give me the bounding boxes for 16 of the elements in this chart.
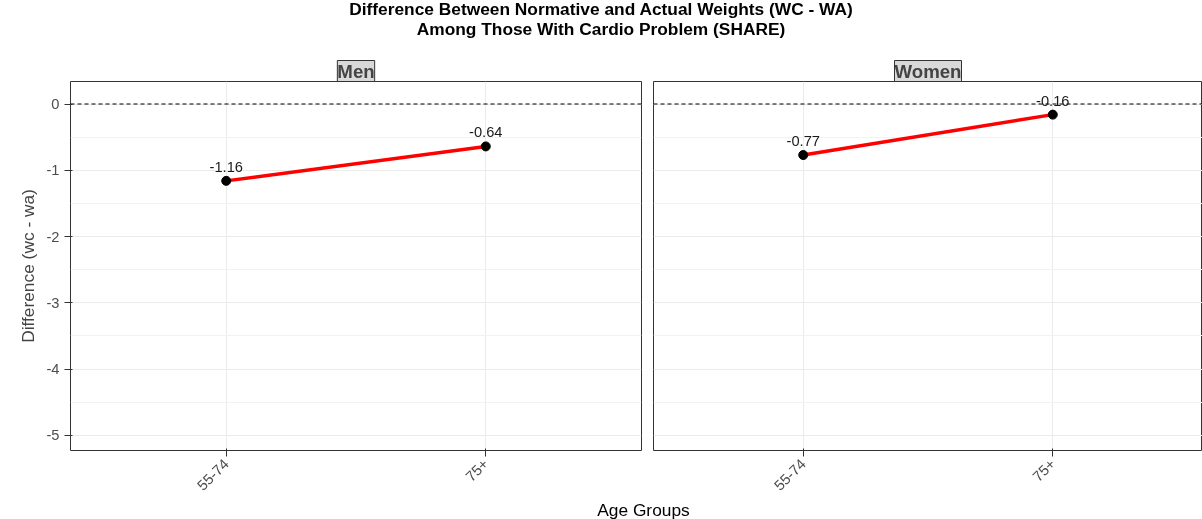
y-tick-label: -5 xyxy=(46,427,60,444)
chart-title: Difference Between Normative and Actual Weights (WC - WA) Among Those With Cardio Problem (SHARE) xyxy=(348,0,854,40)
data-label: -0.64 xyxy=(469,124,503,141)
y-tick-label: 0 xyxy=(51,96,60,113)
y-tick-label: -3 xyxy=(46,294,60,311)
data-label: -1.16 xyxy=(209,158,243,175)
y-tick-label: -2 xyxy=(46,228,60,245)
x-tick-label: 75+ xyxy=(1029,455,1059,485)
x-tick-label: 75+ xyxy=(462,455,492,485)
data-label: -0.77 xyxy=(786,133,820,150)
y-tick-label: -1 xyxy=(46,162,60,179)
data-label: -0.16 xyxy=(1036,92,1070,109)
y-tick-label: -4 xyxy=(46,361,60,378)
chart-subtitle: Men xyxy=(337,60,375,82)
x-axis-title: Age Groups xyxy=(596,499,691,519)
y-axis-title: Difference (wc - wa) xyxy=(18,189,39,343)
